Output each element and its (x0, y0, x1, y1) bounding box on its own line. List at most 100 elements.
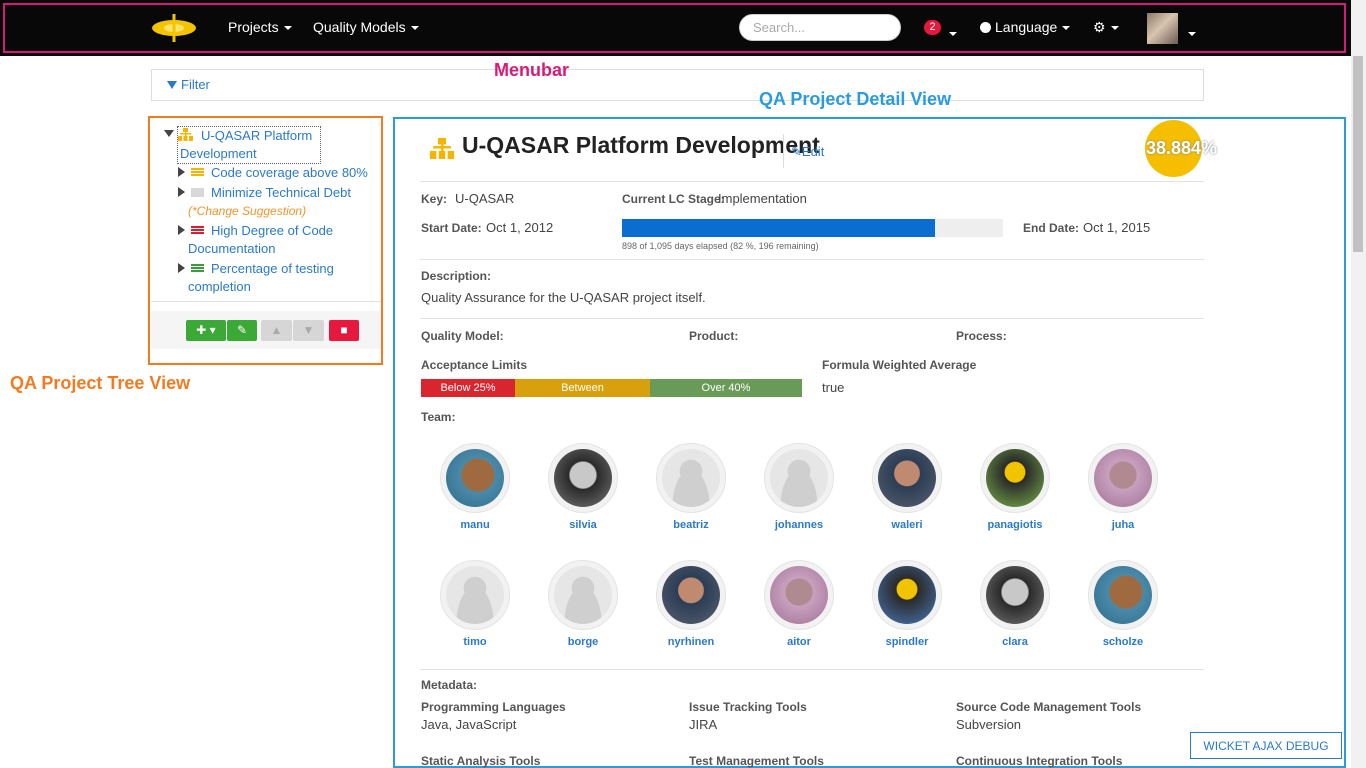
title-divider (783, 134, 784, 168)
team-member[interactable]: silvia (543, 443, 623, 531)
divider (420, 318, 1204, 319)
tree-item-technical-debt[interactable]: Minimize Technical Debt (211, 185, 351, 200)
key-value: U-QASAR (455, 191, 515, 206)
filter-bar (151, 69, 1204, 101)
limit-below: Below 25% (421, 379, 515, 397)
meta-label: Static Analysis Tools (421, 754, 541, 768)
tree-item-code-coverage[interactable]: Code coverage above 80% (211, 165, 368, 180)
avatar (440, 443, 510, 513)
start-date-value: Oct 1, 2012 (486, 220, 554, 235)
meta-value: Subversion (956, 717, 1022, 732)
change-suggestion-label: (*Change Suggestion) (188, 204, 307, 218)
kpi-value: 38.884% (1146, 138, 1218, 158)
notifications-badge[interactable]: 2 (924, 20, 941, 35)
team-member[interactable]: timo (435, 560, 515, 648)
user-avatar[interactable] (1147, 13, 1178, 44)
wicket-ajax-debug-button[interactable]: WICKET AJAX DEBUG (1190, 732, 1342, 759)
notifications-caret[interactable] (944, 25, 957, 40)
avatar (872, 560, 942, 630)
avatar (764, 560, 834, 630)
avatar (656, 560, 726, 630)
end-date-label: End Date: (1023, 221, 1080, 235)
green-flag-icon (191, 264, 204, 273)
detail-view-annotation: QA Project Detail View (759, 89, 952, 109)
team-member[interactable]: scholze (1083, 560, 1163, 648)
red-flag-icon (191, 226, 204, 235)
timeline-text: 898 of 1,095 days elapsed (82 %, 196 rem… (622, 241, 819, 251)
team-member[interactable]: clara (975, 560, 1055, 648)
divider (420, 669, 1204, 670)
team-label: Team: (421, 410, 456, 424)
meta-value: JIRA (689, 717, 718, 732)
team-member[interactable]: beatriz (651, 443, 731, 531)
nav-language[interactable]: Language (980, 19, 1071, 35)
team-member[interactable]: spindler (867, 560, 947, 648)
limit-over: Over 40% (650, 379, 802, 397)
tree-view-annotation: QA Project Tree View (10, 373, 191, 393)
description-value: Quality Assurance for the U-QASAR projec… (421, 290, 706, 305)
avatar (1088, 560, 1158, 630)
product-label: Product: (689, 329, 739, 343)
avatar (980, 560, 1050, 630)
menubar (0, 0, 1351, 56)
avatar (980, 443, 1050, 513)
avatar (440, 560, 510, 630)
nav-settings[interactable]: ⚙ (1093, 19, 1119, 36)
quality-model-label: Quality Model: (421, 329, 504, 343)
start-date-label: Start Date: (421, 221, 482, 235)
tree-item-documentation-cont[interactable]: Documentation (188, 241, 276, 256)
tree-item-testing-cont[interactable]: completion (188, 279, 251, 294)
avatar (656, 443, 726, 513)
delete-node-button[interactable]: ■ (329, 320, 359, 341)
move-up-button[interactable]: ▲ (261, 320, 292, 341)
team-member[interactable]: aitor (759, 560, 839, 648)
project-title: U-QASAR Platform Development (462, 132, 820, 158)
team-member[interactable]: panagiotis (975, 443, 1055, 531)
team-member[interactable]: juha (1083, 443, 1163, 531)
expand-icon[interactable] (178, 167, 185, 177)
avatar (548, 560, 618, 630)
add-node-button[interactable]: ✚ ▾ (186, 320, 226, 341)
avatar (1088, 443, 1158, 513)
description-label: Description: (421, 269, 492, 283)
team-member[interactable]: manu (435, 443, 515, 531)
move-down-button[interactable]: ▼ (293, 320, 324, 341)
expand-icon[interactable] (178, 263, 185, 273)
nav-projects[interactable]: Projects (228, 19, 292, 35)
edit-node-button[interactable]: ✎ (227, 320, 257, 341)
team-member[interactable]: waleri (867, 443, 947, 531)
team-member[interactable]: borge (543, 560, 623, 648)
globe-icon (980, 22, 991, 33)
nav-quality-models[interactable]: Quality Models (313, 19, 419, 35)
avatar (548, 443, 618, 513)
team-member[interactable]: johannes (759, 443, 839, 531)
tree-root-project[interactable]: U-QASAR Platform Development (177, 126, 321, 164)
meta-label: Source Code Management Tools (956, 700, 1142, 714)
search-input[interactable] (739, 14, 901, 41)
user-menu-caret[interactable] (1183, 25, 1196, 40)
avatar (764, 443, 834, 513)
meta-label: Continuous Integration Tools (956, 754, 1123, 768)
project-hierarchy-icon (429, 138, 455, 159)
tree-divider (151, 301, 381, 302)
key-label: Key: (421, 192, 448, 206)
tree-item-testing[interactable]: Percentage of testing (211, 261, 334, 276)
edit-project-link[interactable]: ✎Edit (791, 144, 825, 159)
limit-between: Between (515, 379, 650, 397)
lc-stage-label: Current LC Stage: (622, 192, 725, 206)
detail-view-outline (393, 117, 1346, 768)
tree-item-documentation[interactable]: High Degree of Code (211, 223, 334, 238)
meta-value: Java, JavaScript (421, 717, 517, 732)
menubar-annotation: Menubar (494, 60, 570, 80)
scrollbar-thumb[interactable] (1353, 56, 1363, 252)
expand-icon[interactable] (178, 225, 185, 235)
collapse-icon[interactable] (164, 130, 174, 137)
formula-value: true (822, 380, 845, 395)
divider (420, 181, 1204, 182)
expand-icon[interactable] (178, 187, 185, 197)
team-member[interactable]: nyrhinen (651, 560, 731, 648)
filter-button[interactable]: Filter (167, 77, 210, 92)
meta-label: Test Management Tools (689, 754, 824, 768)
uqasar-logo[interactable] (152, 14, 196, 42)
acceptance-limits-label: Acceptance Limits (421, 358, 528, 372)
